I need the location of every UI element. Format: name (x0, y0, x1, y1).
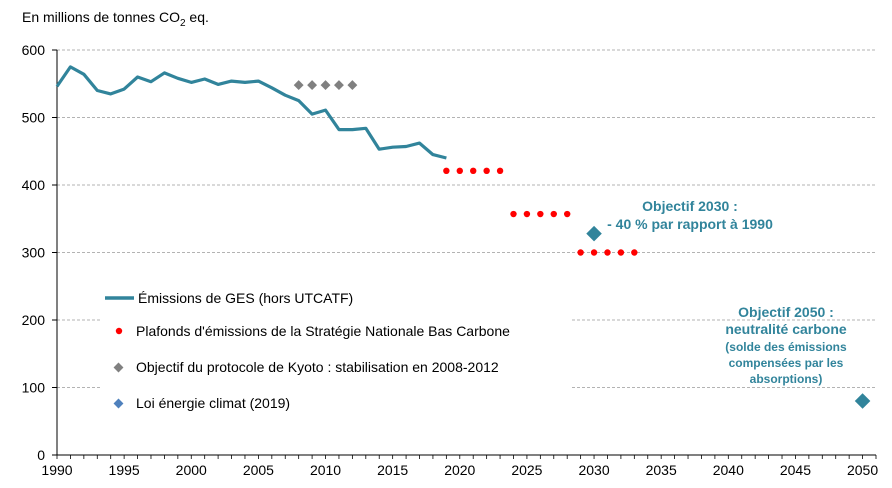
legend: Émissions de GES (hors UTCATF) Plafonds … (100, 278, 572, 422)
kyoto-point (307, 80, 318, 91)
annotation-2030: Objectif 2030 : - 40 % par rapport à 199… (607, 198, 773, 232)
x-tick-label: 1990 (41, 462, 72, 478)
kyoto-point (320, 80, 331, 91)
x-tick-label: 2000 (176, 462, 207, 478)
plafond-point (510, 210, 517, 218)
y-tick-label: 100 (22, 380, 46, 396)
annotation-2050-sub-1: (solde des émissions (725, 340, 847, 354)
plafond-point (443, 167, 450, 175)
plafond-point (604, 249, 611, 256)
objective-point (854, 393, 871, 409)
kyoto-point (347, 80, 358, 91)
legend-label-emissions: Émissions de GES (hors UTCATF) (138, 290, 353, 306)
plafond-point (483, 167, 490, 175)
x-tick-label: 2005 (243, 462, 274, 478)
x-tick-label: 2030 (578, 462, 609, 478)
x-tick-label: 1995 (109, 462, 140, 478)
x-tick-label: 2040 (713, 462, 744, 478)
plafond-point (496, 167, 504, 175)
emissions-line (55, 65, 447, 160)
legend-dot-plafonds (115, 327, 123, 335)
plafond-point (577, 249, 584, 256)
legend-label-loi: Loi énergie climat (2019) (136, 395, 290, 411)
x-tick-label: 2035 (646, 462, 677, 478)
y-tick-label: 600 (22, 42, 46, 58)
objective-point (586, 225, 602, 242)
legend-label-kyoto: Objectif du protocole de Kyoto : stabili… (136, 359, 499, 375)
plafond-point (456, 167, 463, 175)
kyoto-point (334, 80, 344, 91)
unit-label: En millions de tonnes CO2 eq. (22, 9, 209, 29)
x-tick-label: 2020 (444, 462, 475, 478)
legend-background (100, 278, 572, 422)
x-tick-label: 2010 (310, 462, 341, 478)
annotation-2030-line-2: - 40 % par rapport à 1990 (607, 216, 773, 232)
annotation-2050-sub-3: absorptions) (750, 372, 823, 386)
y-tick-label: 500 (22, 110, 46, 126)
plafond-point (537, 210, 544, 218)
kyoto-point (293, 80, 304, 91)
y-tick-label: 200 (22, 312, 46, 328)
x-tick-label: 2015 (377, 462, 408, 478)
plafond-point (617, 249, 625, 256)
y-tick-label: 400 (22, 177, 46, 193)
annotation-2050-line-1: Objectif 2050 : (738, 304, 834, 320)
y-tick-label: 0 (37, 447, 45, 463)
x-tick-label: 2050 (847, 462, 878, 478)
x-tick-label: 2025 (511, 462, 542, 478)
annotation-2050-line-2: neutralité carbone (725, 321, 847, 337)
annotation-2050-sub-2: compensées par les (729, 356, 844, 370)
axes (52, 49, 877, 459)
plafond-point (470, 167, 477, 175)
plafond-point (631, 249, 638, 256)
legend-label-plafonds: Plafonds d'émissions de la Stratégie Nat… (136, 323, 510, 339)
y-tick-labels: 0 100 200 300 400 500 600 (22, 42, 46, 463)
plafond-point (563, 210, 571, 218)
y-tick-label: 300 (22, 245, 46, 261)
annotation-2030-line-1: Objectif 2030 : (642, 198, 738, 214)
plafond-point (550, 210, 557, 218)
annotation-2050: Objectif 2050 : neutralité carbone (sold… (725, 304, 847, 386)
x-tick-labels: 1990 1995 2000 2005 2010 2015 2020 2025 2030 2035… (41, 462, 878, 478)
plafond-point (523, 210, 531, 218)
plafond-point (590, 249, 598, 256)
x-tick-label: 2045 (780, 462, 811, 478)
